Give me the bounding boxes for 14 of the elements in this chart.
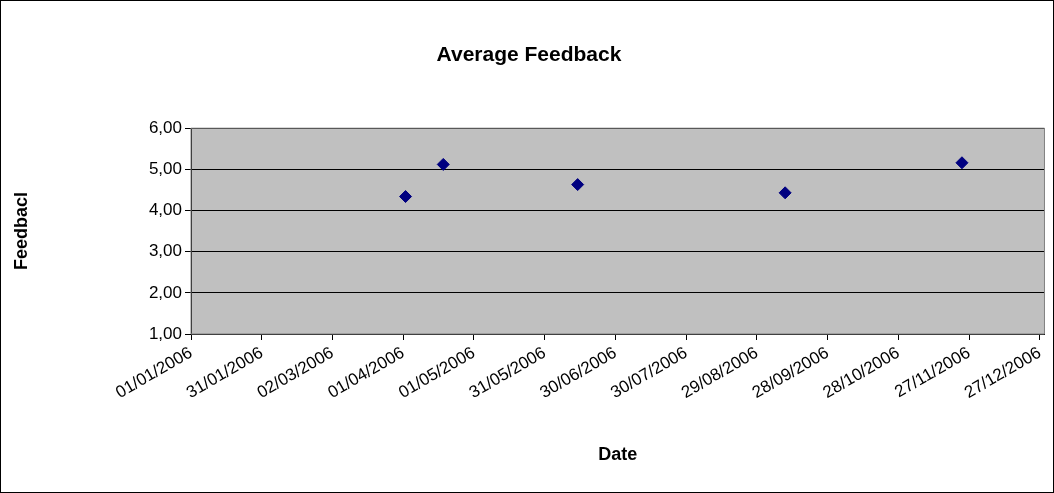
y-tick-label: 3,00 — [148, 241, 182, 261]
y-tick-label: 2,00 — [148, 282, 182, 302]
point — [399, 190, 413, 204]
point — [436, 157, 450, 171]
point — [955, 156, 969, 170]
chart-title: Average Feedback — [436, 42, 622, 66]
y-tick-label: 4,00 — [148, 200, 182, 220]
y-tick-label: 6,00 — [148, 117, 182, 137]
y-tick-label: 5,00 — [148, 159, 182, 179]
x-axis-title: Date — [598, 444, 638, 465]
point — [571, 178, 585, 192]
y-tick-label: 1,00 — [148, 323, 182, 343]
y-axis-title: Feedbacl — [10, 192, 31, 271]
point — [778, 186, 792, 200]
